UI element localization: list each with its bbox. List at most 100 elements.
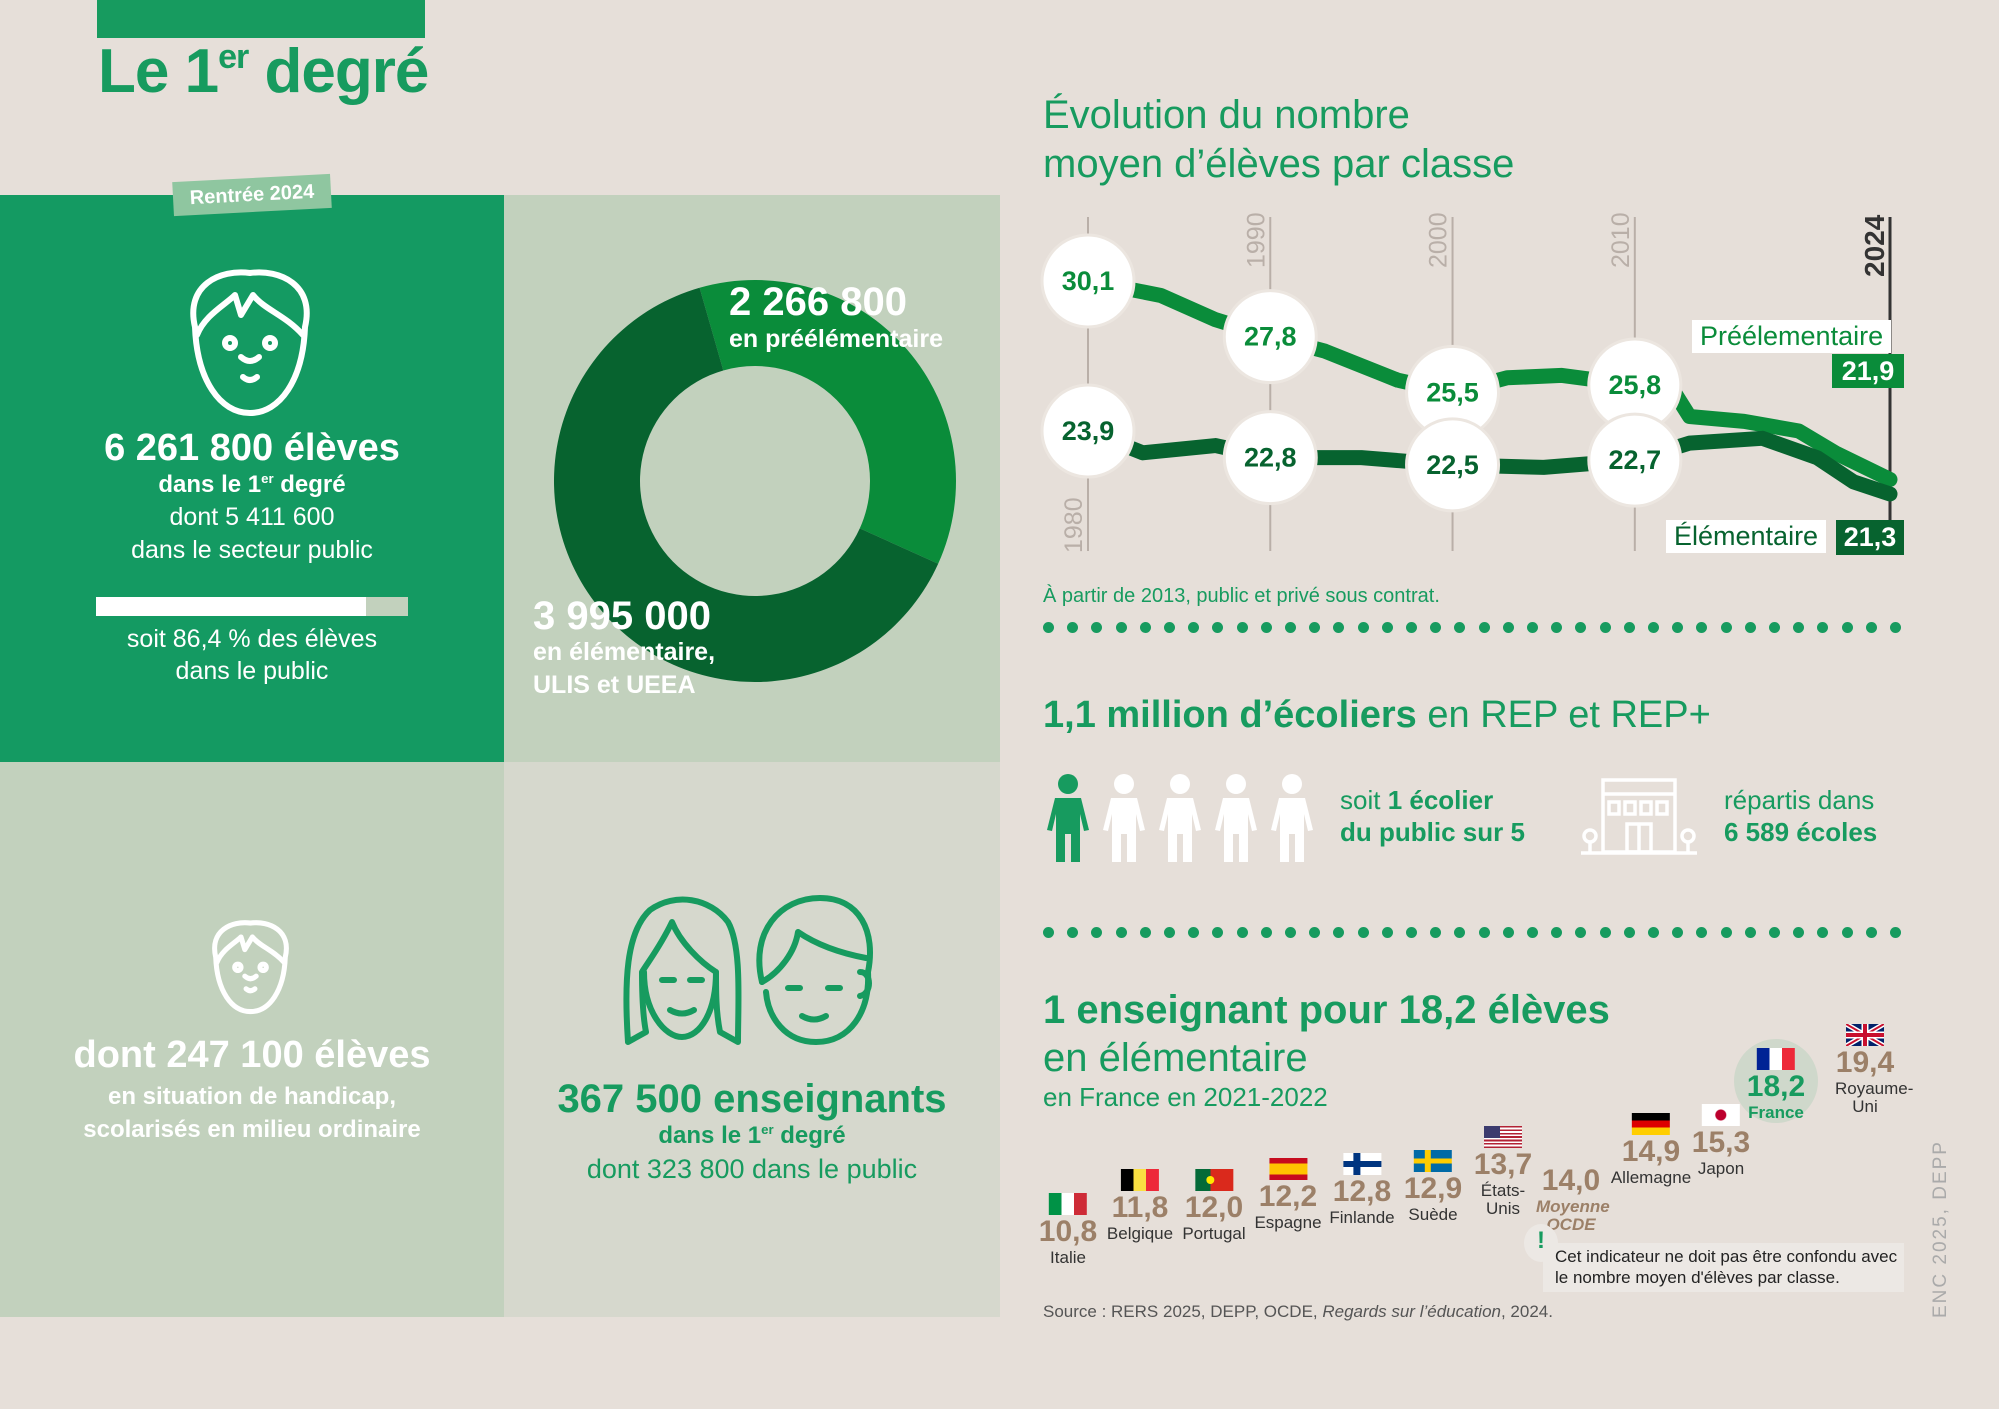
pre-label: en préélémentaire [729, 325, 943, 353]
country-value: 11,8 [1111, 1191, 1169, 1224]
country-états-unis: 13,7 États-Unis [1473, 1126, 1533, 1218]
sweden-flag-icon [1413, 1150, 1452, 1172]
divider-dot [1623, 622, 1635, 633]
divider-dot [1260, 622, 1272, 633]
country-value: 14,0 [1541, 1164, 1601, 1197]
divider-dot [1091, 927, 1103, 938]
country-suède: 12,9 Suède [1404, 1150, 1462, 1224]
country-allemagne: 14,9 Allemagne [1611, 1113, 1691, 1187]
data-label: 23,9 [1062, 416, 1115, 446]
legend-pre-value: 21,9 [1832, 354, 1904, 388]
divider-dot [1139, 927, 1151, 938]
ratio-title-2: en élémentaire [1043, 1036, 1308, 1080]
divider-dot [1648, 622, 1659, 633]
divider-dot [1527, 622, 1538, 633]
divider-dot [1285, 927, 1296, 938]
credit: ENC 2025, DEPP [1930, 1140, 1951, 1318]
divider-dot [1164, 622, 1175, 633]
divider-dot [1115, 927, 1127, 938]
public-share-text-2: dans le public [175, 657, 329, 685]
divider-dot [1744, 622, 1756, 633]
pupil-figure-icon [1103, 774, 1145, 862]
divider-dot [1817, 927, 1829, 938]
country-royaume-uni: 19,4 Royaume-Uni [1835, 1024, 1913, 1116]
handicap-label-2: scolarisés en milieu ordinaire [83, 1116, 421, 1143]
divider-dot [1067, 927, 1079, 938]
divider-dot [1502, 927, 1514, 938]
data-label: 22,5 [1426, 450, 1479, 480]
country-value: 12,8 [1332, 1175, 1392, 1208]
source: Source : RERS 2025, DEPP, OCDE, Regards … [1043, 1302, 1553, 1321]
country-japon: 15,3 Japon [1692, 1104, 1750, 1178]
country-france: 18,2 France [1747, 1048, 1805, 1122]
divider-dot [1188, 622, 1200, 633]
divider-dot [1696, 622, 1708, 633]
public-share-bar [96, 597, 408, 616]
uk-flag-icon [1846, 1024, 1884, 1046]
x-tick-label: 1980 [1060, 497, 1088, 553]
country-name: Espagne [1254, 1213, 1322, 1232]
country-value: 19,4 [1835, 1046, 1895, 1079]
country-name: Belgique [1106, 1224, 1174, 1243]
elem-label: en élémentaire, [533, 638, 716, 666]
legend-elem-value: 21,3 [1836, 520, 1904, 555]
teachers-faces-icon [623, 895, 873, 1045]
divider-dot [1430, 622, 1442, 633]
country-portugal: 12,0 Portugal [1182, 1169, 1246, 1243]
handicap-label: en situation de handicap, [107, 1083, 397, 1110]
divider-dot [1672, 927, 1684, 938]
pre-count: 2 266 800 [729, 280, 907, 324]
divider-dot [1575, 622, 1587, 633]
divider-dot [1720, 622, 1732, 633]
data-point-bubble: 27,8 [1222, 289, 1318, 385]
panel-handicap [0, 762, 504, 1317]
country-name: Moyenne OCDE [1536, 1197, 1610, 1234]
dotted-divider [1043, 622, 1908, 634]
child-face-small-icon [212, 920, 289, 1015]
country-name: États-Unis [1480, 1181, 1526, 1218]
divider-dot [1817, 622, 1829, 633]
schools-count: 6 589 écoles [1724, 817, 1878, 847]
data-label: 25,5 [1426, 377, 1479, 407]
italy-flag-icon [1048, 1193, 1087, 1215]
pupil-figure-icon [1271, 774, 1313, 862]
dotted-divider-2 [1043, 927, 1908, 939]
ratio-subtitle: en France en 2021-2022 [1043, 1082, 1328, 1112]
divider-dot [1527, 927, 1538, 938]
chart-note: À partir de 2013, public et privé sous c… [1043, 585, 1440, 607]
country-value: 18,2 [1746, 1070, 1806, 1103]
country-name: Finlande [1329, 1208, 1395, 1227]
pupil-figures [1045, 774, 1325, 862]
divider-dot [1478, 622, 1490, 633]
data-point-bubble: 25,8 [1587, 337, 1683, 433]
elem-label-2: ULIS et UEEA [533, 671, 696, 699]
divider-dot [1236, 927, 1248, 938]
divider-dot [1309, 927, 1321, 938]
data-point-bubble: 22,7 [1587, 412, 1683, 508]
divider-dot [1672, 622, 1684, 633]
divider-dot [1575, 927, 1587, 938]
divider-dot [1720, 927, 1732, 938]
country-name: Suède [1408, 1205, 1458, 1224]
country-name: Japon [1697, 1159, 1745, 1178]
divider-dot [1551, 622, 1563, 633]
country-name: Portugal [1182, 1224, 1246, 1243]
divider-dot [1599, 622, 1611, 633]
data-point-bubble: 23,9 [1040, 383, 1136, 479]
rep-ratio: soit 1 écolier [1340, 785, 1494, 815]
child-face-icon [190, 269, 310, 416]
divider-dot [1043, 622, 1054, 633]
divider-dot [1865, 622, 1877, 633]
country-value: 12,0 [1184, 1191, 1244, 1224]
divider-dot [1430, 927, 1442, 938]
divider-dot [1890, 927, 1901, 938]
divider-dot [1648, 927, 1659, 938]
divider-dot [1139, 622, 1151, 633]
spain-flag-icon [1269, 1158, 1307, 1180]
schools-label: répartis dans [1724, 785, 1875, 815]
warning-note: Cet indicateur ne doit pas être confondu… [1543, 1243, 1904, 1292]
country-moyenne-ocde: 14,0 Moyenne OCDE [1536, 1164, 1610, 1234]
divider-dot [1793, 927, 1805, 938]
data-point-bubble: 25,5 [1405, 344, 1501, 440]
data-label: 30,1 [1062, 266, 1115, 296]
